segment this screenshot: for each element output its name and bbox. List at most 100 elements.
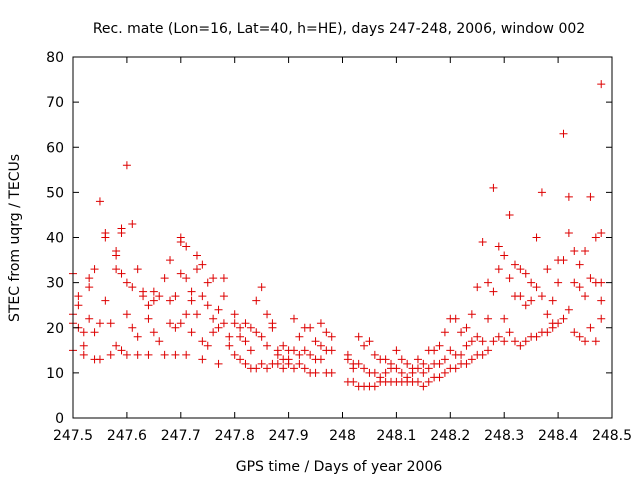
x-tick-label: 247.8	[215, 428, 255, 444]
data-point	[268, 323, 277, 332]
data-point	[478, 337, 487, 346]
data-point	[419, 368, 428, 377]
data-point	[424, 377, 433, 386]
data-point	[316, 319, 325, 328]
x-tick-label: 248.2	[430, 428, 470, 444]
data-point	[484, 314, 493, 323]
data-point	[575, 283, 584, 292]
data-point	[435, 373, 444, 382]
data-point	[462, 341, 471, 350]
y-tick-label: 80	[46, 50, 64, 66]
data-point	[360, 341, 369, 350]
data-point	[467, 310, 476, 319]
data-point	[435, 359, 444, 368]
data-point	[209, 314, 218, 323]
data-point	[236, 332, 245, 341]
data-point	[171, 292, 180, 301]
plot-frame	[72, 56, 613, 419]
data-point	[295, 359, 304, 368]
data-point	[521, 269, 530, 278]
data-point	[586, 274, 595, 283]
data-point	[597, 228, 606, 237]
data-point	[295, 350, 304, 359]
y-tick-label: 70	[46, 95, 64, 111]
data-point	[122, 161, 131, 170]
x-tick-label: 248.5	[592, 428, 632, 444]
data-point	[457, 350, 466, 359]
data-point	[586, 323, 595, 332]
data-point	[192, 251, 201, 260]
y-tick-label: 40	[46, 231, 64, 247]
data-point	[306, 350, 315, 359]
data-point	[365, 337, 374, 346]
data-point	[403, 359, 412, 368]
data-point	[505, 328, 514, 337]
data-point	[300, 364, 309, 373]
data-points	[69, 80, 606, 391]
data-point	[176, 233, 185, 242]
data-point	[155, 337, 164, 346]
x-tick-label: 248.3	[484, 428, 524, 444]
data-point	[521, 301, 530, 310]
data-point	[192, 265, 201, 274]
data-point	[597, 278, 606, 287]
data-point	[500, 314, 509, 323]
data-point	[311, 368, 320, 377]
data-point	[467, 355, 476, 364]
data-point	[300, 346, 309, 355]
data-point	[241, 359, 250, 368]
data-point	[419, 382, 428, 391]
data-point	[510, 260, 519, 269]
data-point	[554, 278, 563, 287]
data-point	[516, 265, 525, 274]
data-point	[548, 323, 557, 332]
x-tick-label: 247.5	[53, 428, 93, 444]
data-point	[467, 337, 476, 346]
data-point	[133, 265, 142, 274]
data-point	[160, 274, 169, 283]
data-point	[575, 332, 584, 341]
data-point	[252, 296, 261, 305]
data-point	[203, 341, 212, 350]
y-axis-tick-labels: 0 10 20 30 40 50 60 70 80	[46, 50, 64, 427]
data-point	[236, 355, 245, 364]
data-point	[500, 251, 509, 260]
y-axis-title: STEC from uqrg / TECUs	[7, 154, 23, 322]
y-tick-label: 60	[46, 140, 64, 156]
data-point	[505, 210, 514, 219]
data-point	[74, 301, 83, 310]
data-point	[570, 278, 579, 287]
data-point	[349, 377, 358, 386]
data-point	[171, 350, 180, 359]
data-point	[187, 296, 196, 305]
data-point	[306, 323, 315, 332]
y-tick-label: 10	[46, 366, 64, 382]
data-point	[192, 310, 201, 319]
data-point	[85, 283, 94, 292]
data-point	[279, 364, 288, 373]
data-point	[203, 301, 212, 310]
data-point	[586, 192, 595, 201]
data-point	[370, 350, 379, 359]
data-point	[354, 359, 363, 368]
data-point	[166, 319, 175, 328]
data-point	[246, 323, 255, 332]
data-point	[101, 296, 110, 305]
data-point	[478, 238, 487, 247]
data-point	[279, 341, 288, 350]
data-point	[219, 319, 228, 328]
data-point	[570, 247, 579, 256]
data-point	[473, 332, 482, 341]
data-point	[149, 328, 158, 337]
data-point	[408, 368, 417, 377]
data-point	[521, 337, 530, 346]
data-point	[252, 364, 261, 373]
data-point	[451, 314, 460, 323]
data-point	[214, 323, 223, 332]
data-point	[516, 292, 525, 301]
data-point	[597, 314, 606, 323]
data-point	[327, 346, 336, 355]
data-point	[489, 337, 498, 346]
data-point	[85, 274, 94, 283]
y-tick-label: 20	[46, 321, 64, 337]
